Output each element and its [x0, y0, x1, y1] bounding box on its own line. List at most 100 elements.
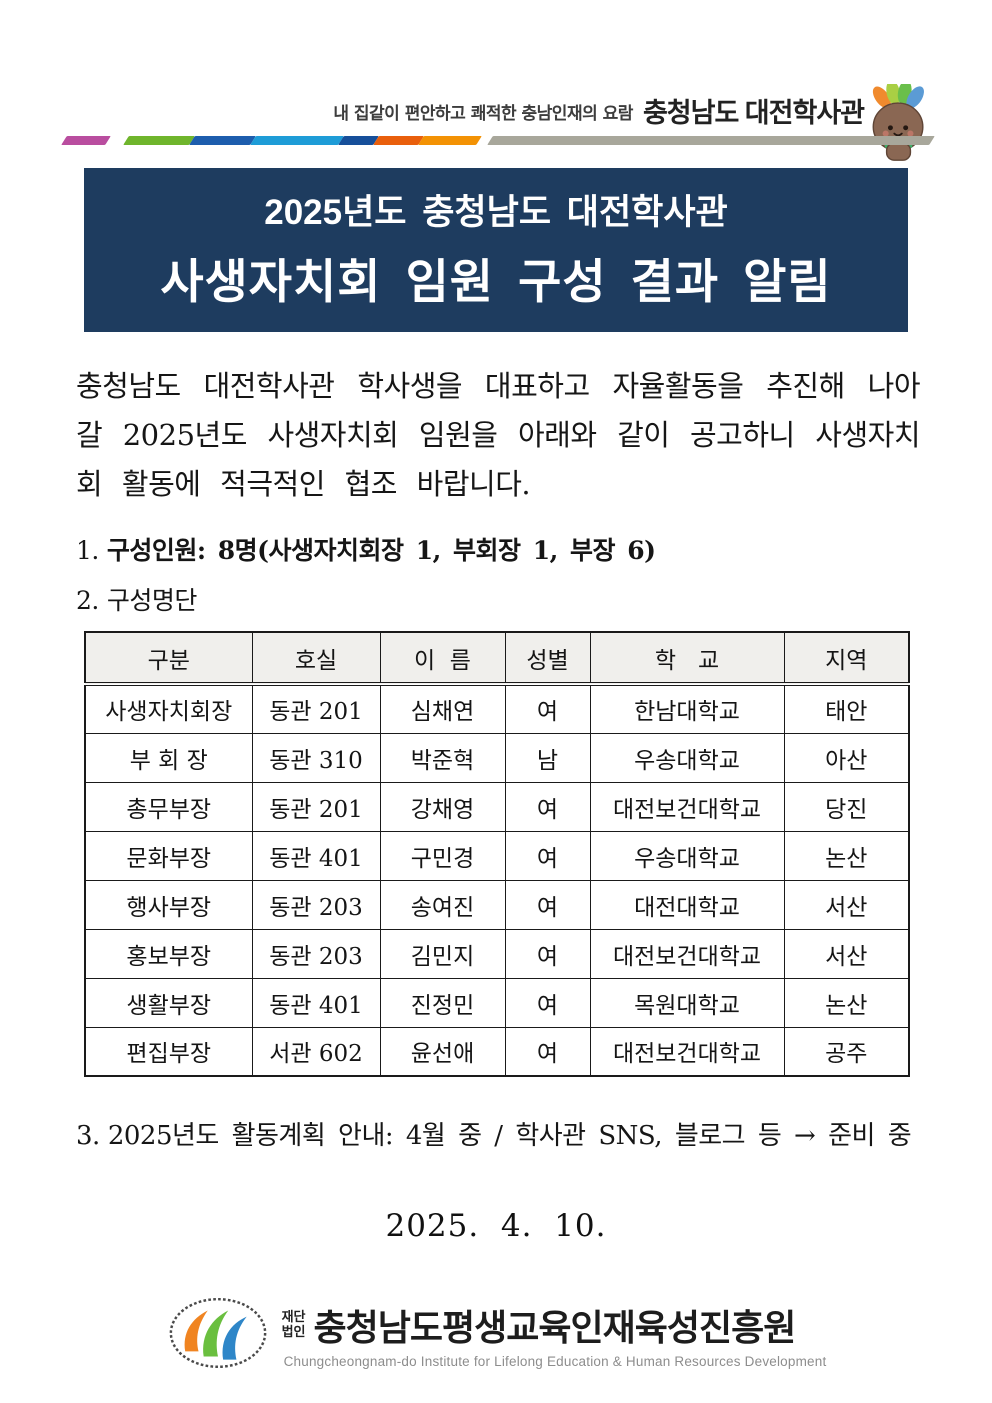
cell-name: 윤선애: [379, 1026, 506, 1077]
cell-name: 구민경: [379, 830, 506, 881]
cell-gender: 남: [504, 732, 591, 783]
cell-role: 문화부장: [84, 830, 253, 881]
table-row: 사생자치회장 동관 201 심채연 여 한남대학교 태안: [84, 683, 910, 734]
cell-region: 아산: [783, 732, 910, 783]
divider-segment-orange: [418, 136, 482, 145]
list-item-3: 3. 2025년도 활동계획 안내: 4월 중 / 학사관 SNS, 블로그 등 …: [76, 1115, 920, 1152]
org-prefix: 재단 법인: [281, 1309, 306, 1340]
list-item-1-number: 1.: [76, 536, 99, 565]
footer-org-row: 재단 법인 충청남도평생교육인재육성진흥원: [282, 1299, 827, 1351]
cell-gender: 여: [504, 879, 591, 930]
table-row: 생활부장 동관 401 진정민 여 목원대학교 논산: [84, 977, 910, 1028]
cell-school: 우송대학교: [589, 830, 785, 881]
masthead-brand: 충청남도 대전학사관: [642, 98, 865, 128]
cell-region: 공주: [783, 1026, 910, 1077]
col-header-room: 호실: [251, 631, 381, 686]
col-header-name: 이 름: [379, 631, 506, 686]
cell-room: 동관 203: [251, 879, 381, 930]
cell-role: 총무부장: [84, 781, 253, 832]
org-prefix-bottom: 법인: [281, 1324, 306, 1339]
institute-logo-icon: [169, 1297, 266, 1369]
cell-gender: 여: [504, 1026, 591, 1077]
divider-segment-orangered: [373, 136, 424, 145]
cell-role: 생활부장: [84, 977, 253, 1028]
table-row: 편집부장 서관 602 윤선애 여 대전보건대학교 공주: [84, 1026, 910, 1077]
rainbow-divider: [61, 136, 935, 146]
list-item-2: 2. 구성명단: [76, 581, 920, 617]
cell-school: 한남대학교: [589, 683, 785, 734]
cell-region: 논산: [783, 977, 910, 1028]
col-header-gender: 성별: [504, 631, 591, 686]
col-header-region: 지역: [783, 631, 910, 686]
col-header-school: 학 교: [589, 631, 785, 686]
list-item-3-text: 2025년도 활동계획 안내: 4월 중 / 학사관 SNS, 블로그 등 → …: [107, 1121, 912, 1151]
table-row: 총무부장 동관 201 강채영 여 대전보건대학교 당진: [84, 781, 910, 832]
intro-paragraph: 충청남도 대전학사관 학사생을 대표하고 자율활동을 추진해 나아갈 2025년…: [76, 369, 921, 501]
cell-school: 대전보건대학교: [589, 928, 785, 979]
masthead-row: 내 집같이 편안하고 쾌적한 충남인재의 요람 충청남도 대전학사관: [0, 100, 992, 127]
cell-role: 편집부장: [84, 1026, 253, 1077]
cell-gender: 여: [504, 830, 591, 881]
list-item-2-text: 구성명단: [106, 586, 198, 615]
cell-name: 박준혁: [379, 732, 506, 783]
roster-header-row: 구분 호실 이 름 성별 학 교 지역: [84, 631, 910, 686]
masthead-tagline: 내 집같이 편안하고 쾌적한 충남인재의 요람: [333, 104, 633, 124]
cell-school: 대전보건대학교: [589, 1026, 785, 1077]
divider-segment-magenta: [61, 136, 111, 145]
cell-name: 송여진: [379, 879, 506, 930]
cell-school: 우송대학교: [589, 732, 785, 783]
cell-region: 서산: [783, 879, 910, 930]
table-row: 문화부장 동관 401 구민경 여 우송대학교 논산: [84, 830, 910, 881]
footer-text-block: 재단 법인 충청남도평생교육인재육성진흥원 Chungcheongnam-do …: [282, 1299, 827, 1369]
list-item-1: 1. 구성인원: 8명(사생자치회장 1, 부회장 1, 부장 6): [76, 531, 920, 567]
cell-region: 태안: [783, 683, 910, 734]
divider-segment-gray: [487, 136, 935, 145]
org-name: 충청남도평생교육인재육성진흥원: [313, 1307, 797, 1348]
col-header-role: 구분: [84, 631, 253, 686]
cell-region: 논산: [783, 830, 910, 881]
cell-role: 행사부장: [84, 879, 253, 930]
cell-gender: 여: [504, 683, 591, 734]
document-date: 2025. 4. 10.: [385, 1208, 607, 1244]
cell-gender: 여: [504, 928, 591, 979]
cell-role: 부 회 장: [84, 732, 253, 783]
title-banner: 2025년도 충청남도 대전학사관 사생자치회 임원 구성 결과 알림: [84, 168, 908, 332]
cell-region: 서산: [783, 928, 910, 979]
cell-school: 대전대학교: [589, 879, 785, 930]
cell-region: 당진: [783, 781, 910, 832]
cell-gender: 여: [504, 977, 591, 1028]
cell-name: 강채영: [379, 781, 506, 832]
cell-gender: 여: [504, 781, 591, 832]
mascot-icon: [872, 84, 924, 161]
list-item-2-number: 2.: [76, 586, 99, 615]
list-item-3-number: 3.: [76, 1121, 100, 1151]
cell-role: 홍보부장: [84, 928, 253, 979]
table-row: 홍보부장 동관 203 김민지 여 대전보건대학교 서산: [84, 928, 910, 979]
masthead: 내 집같이 편안하고 쾌적한 충남인재의 요람 충청남도 대전학사관: [0, 0, 992, 161]
cell-room: 서관 602: [251, 1026, 381, 1077]
divider-segment-darkblue: [189, 136, 256, 145]
roster-table: 구분 호실 이 름 성별 학 교 지역 사생자치회장 동관 201 심채연 여 …: [84, 631, 910, 1077]
cell-room: 동관 310: [251, 732, 381, 783]
footer: 재단 법인 충청남도평생교육인재육성진흥원 Chungcheongnam-do …: [0, 1292, 992, 1376]
cell-room: 동관 401: [251, 830, 381, 881]
cell-school: 대전보건대학교: [589, 781, 785, 832]
divider-segment-lightblue: [250, 136, 344, 145]
cell-room: 동관 201: [251, 781, 381, 832]
list-item-1-text: 구성인원: 8명(사생자치회장 1, 부회장 1, 부장 6): [106, 536, 656, 565]
cell-room: 동관 203: [251, 928, 381, 979]
divider-segment-green: [123, 136, 195, 145]
org-name-english: Chungcheongnam-do Institute for Lifelong…: [283, 1354, 827, 1369]
cell-role: 사생자치회장: [84, 683, 253, 734]
title-line-1: 2025년도 충청남도 대전학사관: [264, 193, 728, 232]
cell-room: 동관 201: [251, 683, 381, 734]
cell-name: 진정민: [379, 977, 506, 1028]
table-row: 행사부장 동관 203 송여진 여 대전대학교 서산: [84, 879, 910, 930]
cell-name: 심채연: [379, 683, 506, 734]
cell-name: 김민지: [379, 928, 506, 979]
title-line-2: 사생자치회 임원 구성 결과 알림: [160, 255, 832, 308]
cell-school: 목원대학교: [589, 977, 785, 1028]
org-prefix-top: 재단: [281, 1309, 306, 1325]
table-row: 부 회 장 동관 310 박준혁 남 우송대학교 아산: [84, 732, 910, 783]
